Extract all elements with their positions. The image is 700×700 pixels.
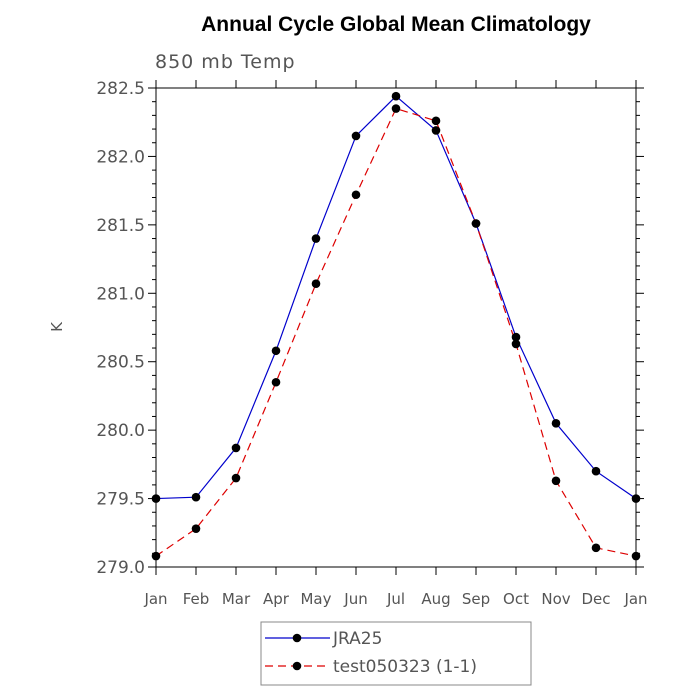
- legend-label-jra25: JRA25: [332, 629, 382, 649]
- series-0-point: [551, 419, 561, 428]
- series-0-point: [271, 346, 281, 356]
- y-tick-label: 281.5: [96, 216, 145, 236]
- x-tick-label: May: [300, 590, 331, 608]
- series-0-point: [351, 131, 361, 141]
- series-line-0: [155, 95, 637, 500]
- series-0-point: [191, 492, 201, 502]
- x-tick-label: Jan: [623, 590, 647, 608]
- x-tick-label: Jan: [143, 590, 167, 608]
- series-1-point: [551, 476, 561, 486]
- y-tick-labels: 279.0 279.5 280.0 280.5 281.0 281.5 282.0 282.5: [96, 79, 145, 578]
- y-axis-label: K: [48, 321, 66, 332]
- series-0-point: [151, 494, 161, 503]
- series-1-point: [231, 473, 241, 483]
- series-1-point: [591, 543, 601, 553]
- legend-entry-jra25: JRA25: [265, 629, 382, 649]
- legend-entry-test050323: test050323 (1-1): [265, 657, 477, 677]
- x-tick-label: Jun: [343, 590, 367, 608]
- x-tick-label: Oct: [503, 590, 529, 608]
- series-1-point: [311, 279, 321, 289]
- legend-marker-jra25: [292, 633, 302, 643]
- x-tick-label: Nov: [541, 590, 570, 608]
- x-tick-label: Feb: [183, 590, 210, 608]
- series-0-point: [591, 466, 601, 476]
- legend: JRA25 test050323 (1-1): [260, 621, 532, 686]
- chart-subtitle: 850 mb Temp: [155, 51, 296, 73]
- axis-ticks: [148, 80, 644, 575]
- x-tick-label: Jul: [386, 590, 405, 608]
- series-0-point: [511, 332, 521, 342]
- series-1-point: [631, 551, 641, 561]
- legend-marker-test050323: [292, 661, 302, 671]
- series-1-point: [151, 551, 161, 561]
- x-tick-label: Dec: [581, 590, 610, 608]
- y-tick-label: 281.0: [96, 284, 145, 304]
- series-1-point: [391, 104, 401, 113]
- series-0-point: [391, 91, 401, 101]
- series-1-point: [191, 524, 201, 533]
- x-tick-label: Mar: [222, 590, 251, 608]
- series-group: [151, 91, 641, 561]
- series-1-point: [511, 339, 521, 349]
- x-tick-label: Apr: [263, 590, 290, 608]
- x-tick-labels: Jan Feb Mar Apr May Jun Jul Aug Sep Oct Nov Dec Jan: [143, 590, 647, 608]
- y-tick-label: 279.5: [96, 490, 145, 510]
- series-1-point: [351, 190, 361, 200]
- series-1-point: [471, 219, 481, 228]
- y-tick-label: 280.5: [96, 353, 145, 373]
- series-1-point: [431, 116, 441, 126]
- series-0-point: [631, 494, 641, 503]
- y-tick-label: 279.0: [96, 558, 145, 578]
- y-tick-label: 282.0: [96, 147, 145, 167]
- y-tick-label: 280.0: [96, 421, 145, 441]
- legend-box: [260, 621, 532, 686]
- series-1-point: [271, 377, 281, 387]
- x-tick-label: Aug: [421, 590, 450, 608]
- series-0-point: [431, 126, 441, 135]
- x-tick-label: Sep: [462, 590, 490, 608]
- chart-title: Annual Cycle Global Mean Climatology: [201, 13, 591, 36]
- series-0-point: [231, 443, 241, 453]
- series-0-point: [311, 234, 321, 243]
- series-line-1: [155, 107, 637, 557]
- y-tick-label: 282.5: [96, 79, 145, 99]
- legend-label-test050323: test050323 (1-1): [333, 657, 477, 677]
